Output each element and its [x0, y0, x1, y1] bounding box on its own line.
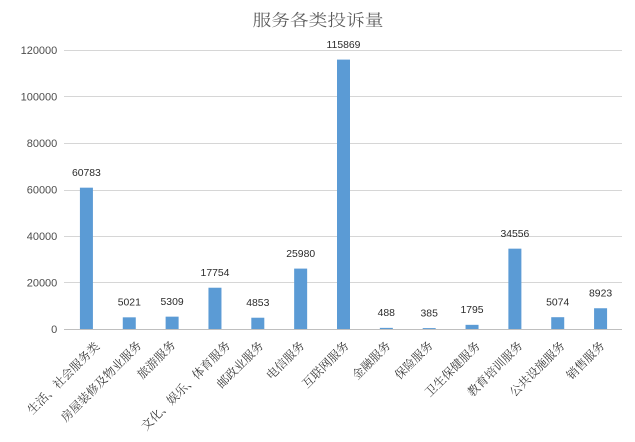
svg-text:1795: 1795 — [460, 305, 483, 316]
svg-text:25980: 25980 — [286, 249, 315, 260]
svg-text:100000: 100000 — [21, 91, 58, 103]
svg-text:8923: 8923 — [589, 289, 612, 300]
svg-text:120000: 120000 — [21, 45, 58, 57]
svg-text:40000: 40000 — [27, 231, 58, 243]
svg-text:20000: 20000 — [27, 277, 58, 289]
svg-text:34556: 34556 — [500, 229, 529, 240]
svg-text:80000: 80000 — [27, 138, 58, 150]
svg-text:60783: 60783 — [72, 168, 101, 179]
svg-text:5074: 5074 — [546, 297, 569, 308]
svg-text:17754: 17754 — [201, 268, 230, 279]
svg-text:385: 385 — [421, 308, 439, 319]
svg-text:60000: 60000 — [27, 184, 58, 196]
svg-text:5309: 5309 — [161, 297, 184, 308]
svg-text:488: 488 — [378, 308, 396, 319]
svg-text:5021: 5021 — [118, 298, 141, 309]
svg-text:0: 0 — [51, 324, 57, 336]
svg-text:4853: 4853 — [246, 298, 269, 309]
svg-text:115869: 115869 — [327, 40, 361, 51]
